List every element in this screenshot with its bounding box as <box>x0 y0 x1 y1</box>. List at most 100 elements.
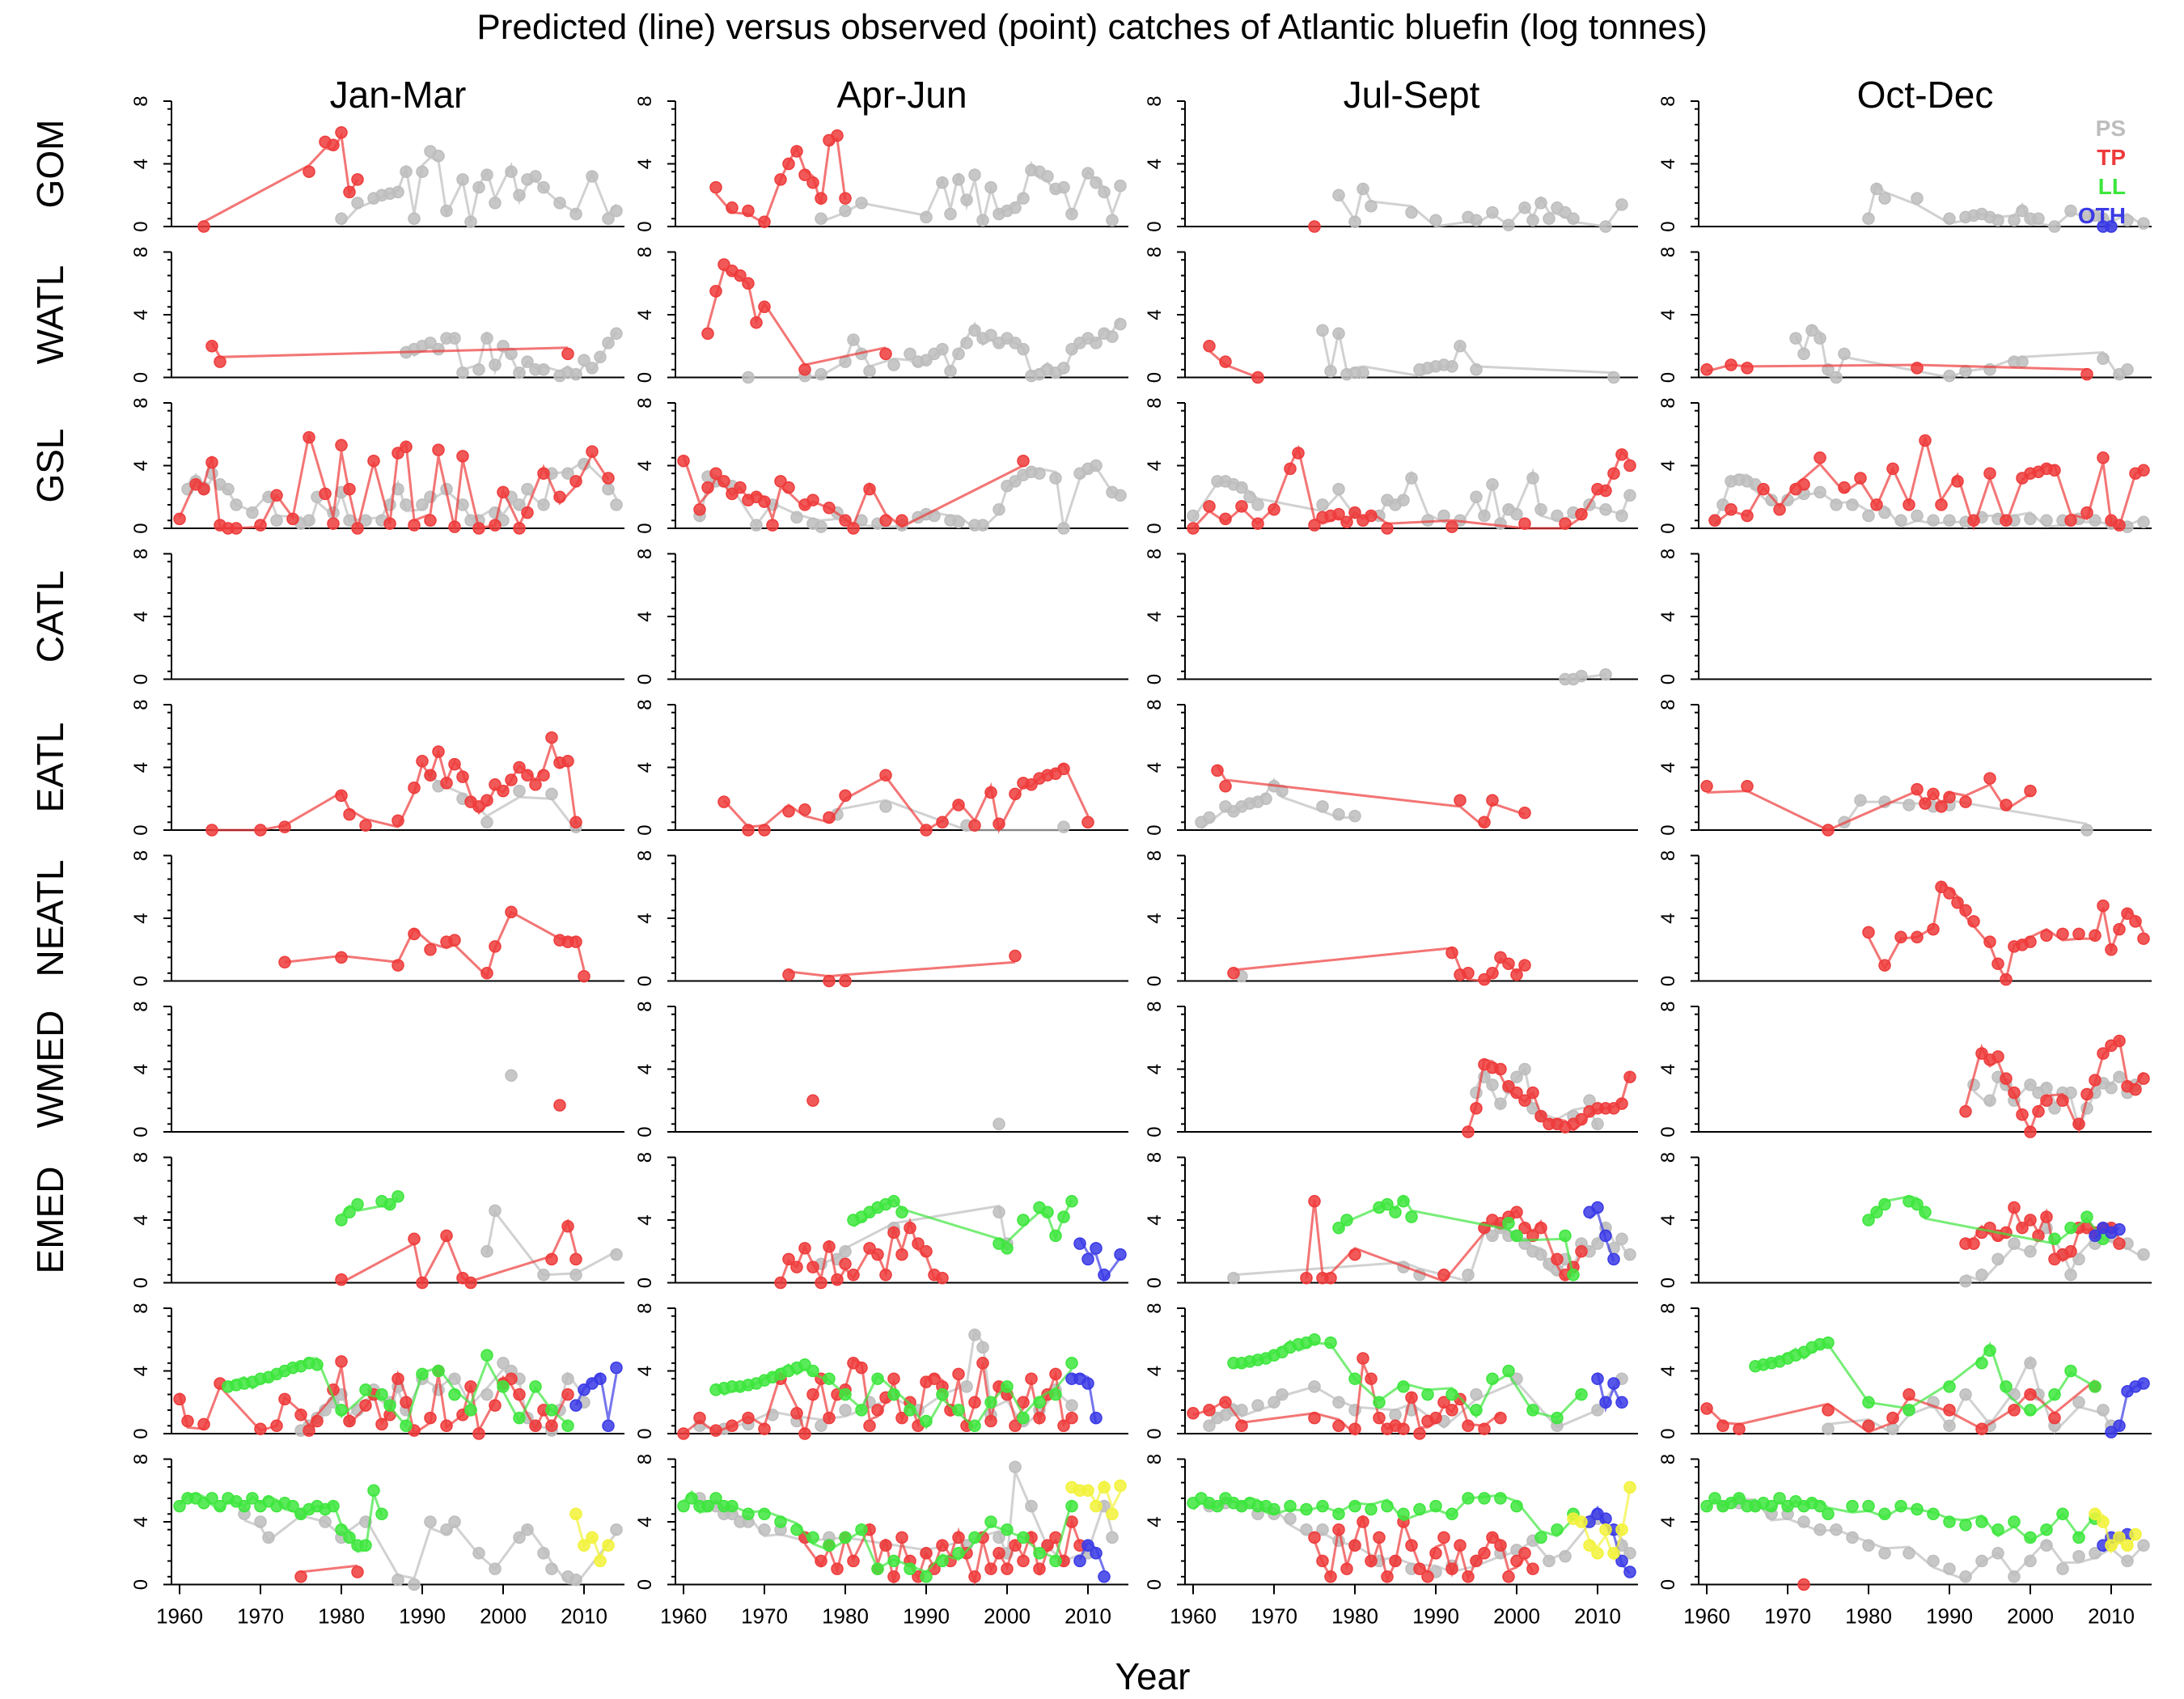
data-point <box>1478 816 1491 829</box>
data-point <box>879 769 892 782</box>
data-point <box>1017 1411 1030 1425</box>
data-point <box>1583 1539 1596 1552</box>
data-point <box>1894 1499 1907 1513</box>
panel-grid: 0480480480480480480480480480480480480480… <box>130 95 2152 1591</box>
data-point <box>222 482 235 496</box>
panel: 0 4 8 <box>1657 1152 2152 1288</box>
data-point <box>1429 1411 1442 1425</box>
x-tick-label: 1990 <box>903 1604 950 1629</box>
data-point <box>1797 478 1810 491</box>
data-point <box>440 204 453 218</box>
y-tick-label: 4 <box>1144 1214 1166 1225</box>
data-point <box>1486 478 1499 491</box>
data-point <box>1365 1502 1378 1516</box>
y-tick-label: 0 <box>130 372 152 383</box>
data-point <box>2089 514 2101 527</box>
data-point <box>1822 1404 1835 1417</box>
data-point <box>489 1399 502 1412</box>
data-point <box>513 761 526 774</box>
data-point <box>2097 899 2110 913</box>
panel-data <box>701 258 1127 384</box>
data-point <box>2024 1531 2037 1544</box>
data-point <box>1510 1070 1523 1083</box>
data-point <box>839 1257 852 1271</box>
data-point <box>920 824 933 837</box>
data-point <box>294 1409 307 1421</box>
data-point <box>1073 1237 1086 1250</box>
data-point <box>823 502 836 515</box>
data-point <box>895 1205 908 1219</box>
data-point <box>968 1396 981 1409</box>
data-point <box>537 180 550 194</box>
data-point <box>726 201 739 214</box>
data-point <box>1510 1554 1523 1568</box>
data-point <box>359 1539 372 1552</box>
data-point <box>1615 509 1628 523</box>
panel-data <box>335 1190 623 1290</box>
data-point <box>928 1372 941 1385</box>
data-point <box>726 487 739 501</box>
data-point <box>2137 515 2150 529</box>
y-tick-label: 4 <box>634 159 656 169</box>
data-point <box>2097 451 2110 464</box>
data-point <box>1332 1396 1345 1409</box>
data-point <box>782 1252 795 1266</box>
data-point <box>815 1276 827 1290</box>
data-point <box>1251 517 1264 530</box>
data-point <box>2097 1047 2110 1060</box>
data-point <box>984 1414 997 1428</box>
x-tick-label: 1960 <box>660 1604 707 1629</box>
data-point <box>569 935 582 948</box>
data-point <box>1943 790 1956 804</box>
data-point <box>1862 1539 1875 1552</box>
data-point <box>1518 1062 1531 1076</box>
data-point <box>343 1414 356 1428</box>
data-point <box>1486 1229 1499 1243</box>
data-point <box>351 1566 364 1578</box>
data-point <box>2121 1539 2134 1552</box>
data-point <box>936 1271 949 1285</box>
data-point <box>1292 447 1305 460</box>
data-point <box>1599 503 1612 516</box>
data-point <box>1623 1248 1636 1261</box>
y-tick-label: 8 <box>1144 850 1166 861</box>
data-point <box>2113 1237 2126 1250</box>
y-tick-label: 8 <box>634 397 656 408</box>
data-point <box>1518 1221 1531 1235</box>
y-tick-label: 0 <box>130 1277 152 1288</box>
data-point <box>1526 1086 1539 1099</box>
data-point <box>1324 365 1337 378</box>
data-point <box>1462 1269 1475 1282</box>
data-point <box>677 454 690 468</box>
data-point <box>1870 182 1883 196</box>
data-point <box>1106 1531 1119 1544</box>
y-tick-label: 0 <box>1657 824 1679 835</box>
data-point <box>1090 176 1103 189</box>
data-point <box>1943 1419 1956 1433</box>
x-tick-label: 2000 <box>1493 1604 1540 1629</box>
data-point <box>2024 1554 2037 1568</box>
data-point <box>367 1484 380 1498</box>
data-point <box>480 1349 493 1362</box>
data-point <box>1741 780 1754 793</box>
data-point <box>1975 1047 1988 1060</box>
data-point <box>1373 1411 1386 1425</box>
data-point <box>960 337 973 350</box>
data-point <box>545 1252 558 1266</box>
data-point <box>798 1242 811 1255</box>
panel: 0 4 8 <box>1657 1001 2152 1138</box>
panel-data <box>505 1069 566 1112</box>
y-tick-label: 8 <box>130 1454 152 1464</box>
y-tick-label: 4 <box>130 460 152 471</box>
data-point <box>400 440 413 454</box>
data-point <box>2072 1531 2085 1544</box>
data-point <box>1049 472 1062 485</box>
data-point <box>1251 498 1264 511</box>
data-point <box>1551 1252 1564 1266</box>
data-point <box>742 1411 755 1425</box>
data-point <box>2113 1419 2126 1433</box>
data-point <box>1017 1214 1030 1227</box>
data-point <box>545 1562 558 1575</box>
data-point <box>1991 1523 2004 1536</box>
